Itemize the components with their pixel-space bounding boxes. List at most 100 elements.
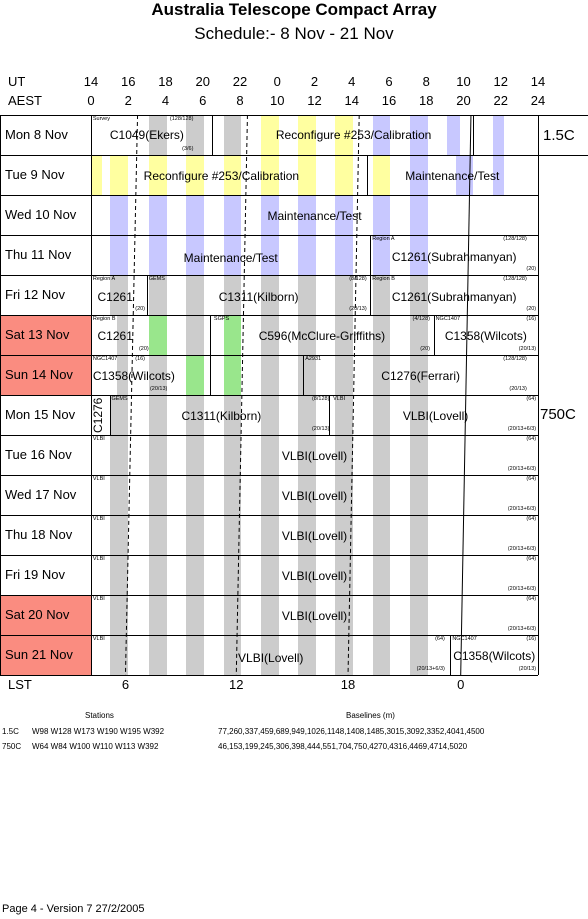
observation-label: Reconfigure #253/Calibration <box>275 128 432 142</box>
stripe-band <box>260 195 279 235</box>
entry-note: A2931 <box>305 356 322 362</box>
entry-note: (4/128) <box>412 316 430 322</box>
block-separator <box>366 155 368 195</box>
day-column: Mon 8 Nov Tue 9 Nov Wed 10 Nov Thu 11 Nov Fr… <box>0 115 91 675</box>
entry-note: (16) <box>135 356 146 362</box>
stripe-band <box>372 515 391 555</box>
stripe-band <box>493 155 505 195</box>
ut-tick-label: 22 <box>232 74 248 89</box>
config-1-baselines: 77,260,337,459,689,949,1026,1148,1408,14… <box>218 727 485 736</box>
stripe-band <box>223 355 242 395</box>
observation-label: C1049(Ekers) <box>109 128 184 142</box>
stripe-band <box>298 195 316 235</box>
stripe-band <box>149 475 167 515</box>
stripe-band <box>149 515 167 555</box>
config-1-stations: W98 W128 W173 W190 W195 W392 <box>32 727 165 736</box>
aest-tick-label: 14 <box>344 93 359 108</box>
config-label-2: 750C <box>540 406 576 423</box>
stripe-band <box>186 195 205 235</box>
entry-note: VLBI <box>92 436 105 442</box>
observation-label: VLBI(Lovell) <box>281 449 348 463</box>
stripe-band <box>298 595 316 635</box>
stripe-band <box>149 195 167 235</box>
stripe-band <box>260 235 279 275</box>
entry-note: (16) <box>526 636 537 642</box>
observation-label: C1261(Subrahmanyan) <box>391 250 517 264</box>
page-title: Australia Telescope Compact Array <box>151 0 437 19</box>
config-box-top <box>538 115 588 116</box>
stations-header: Stations <box>85 711 114 720</box>
stripe-band <box>409 315 428 355</box>
entry-note: (64) <box>526 596 537 602</box>
observation-label: C1261 <box>97 290 133 304</box>
entry-note: VLBI <box>92 636 105 642</box>
config-label-1: 1.5C <box>543 127 575 144</box>
stripe-band <box>298 315 316 355</box>
entry-note: (20/13) <box>349 306 367 312</box>
block-separator <box>450 635 452 675</box>
entry-note: (20/13+6/3) <box>507 626 537 632</box>
block-separator <box>146 275 148 315</box>
stripe-band <box>409 395 428 435</box>
entry-note: (20) <box>138 346 149 352</box>
stripe-band <box>110 475 128 515</box>
entry-note: (128/128) <box>503 276 527 282</box>
entry-note: VLBI <box>92 516 105 522</box>
stripe-band <box>260 595 279 635</box>
entry-note: (128/128) <box>503 356 527 362</box>
stripe-band <box>409 555 428 595</box>
stripe-band <box>409 235 428 275</box>
entry-note: (20/13+6/3) <box>416 666 445 672</box>
stripe-band <box>186 595 205 635</box>
stripe-band <box>372 595 391 635</box>
entry-note: (20/13+6/3) <box>507 586 537 592</box>
stripe-band <box>298 435 316 475</box>
grid-right-border <box>538 115 539 675</box>
aest-tick-label: 16 <box>381 93 397 108</box>
stripe-band <box>298 635 316 675</box>
day-label: Sat 13 Nov <box>0 315 91 355</box>
entry-note: Region A <box>92 276 116 282</box>
stripe-band <box>260 275 279 315</box>
stripe-band <box>372 475 391 515</box>
stripe-band <box>186 275 205 315</box>
observation-label: C1358(Wilcots) <box>453 649 536 663</box>
stripe-band <box>409 115 428 155</box>
day-label: Mon 15 Nov <box>0 395 91 435</box>
stripe-band <box>186 475 205 515</box>
row-divider <box>0 675 538 676</box>
blank-area <box>91 115 114 155</box>
stripe-band <box>372 635 391 675</box>
observation-label: C1276(Ferrari) <box>381 369 460 383</box>
stripe-band <box>298 235 316 275</box>
config-1-name: 1.5C <box>2 727 19 736</box>
lst-label: LST <box>8 677 32 692</box>
entry-note: (8/128) <box>349 276 367 282</box>
observation-label: VLBI(Lovell) <box>238 651 304 665</box>
observation-label: C1358(Wilcots) <box>92 369 175 383</box>
blank-area <box>91 355 118 395</box>
stripe-band <box>186 515 205 555</box>
stripe-band <box>110 275 128 315</box>
block-separator <box>210 315 212 355</box>
aest-tick-label: 8 <box>236 93 244 108</box>
ut-tick-label: 18 <box>158 74 173 89</box>
entry-note: (64) <box>526 556 537 562</box>
entry-note: (16) <box>526 316 537 322</box>
entry-note: (20/13+6/3) <box>507 546 537 552</box>
stripe-band <box>149 235 167 275</box>
schedule-grid: Survey (128/128) (3/6) C1049(Ekers) Reconfig… <box>91 115 538 675</box>
entry-note: (64) <box>526 396 537 402</box>
ut-tick-label: 20 <box>195 74 210 89</box>
aest-tick-label: 6 <box>199 93 207 108</box>
aest-tick-label: 18 <box>419 93 434 108</box>
stripe-band <box>186 435 205 475</box>
observation-label: VLBI(Lovell) <box>281 489 348 503</box>
stripe-band <box>149 395 167 435</box>
stripe-band <box>186 235 205 275</box>
page-footer: Page 4 - Version 7 27/2/2005 <box>2 903 145 915</box>
stripe-band <box>260 315 279 355</box>
stripe-band <box>149 555 167 595</box>
lst-tick-label: 12 <box>229 677 244 692</box>
block-separator <box>210 355 212 395</box>
